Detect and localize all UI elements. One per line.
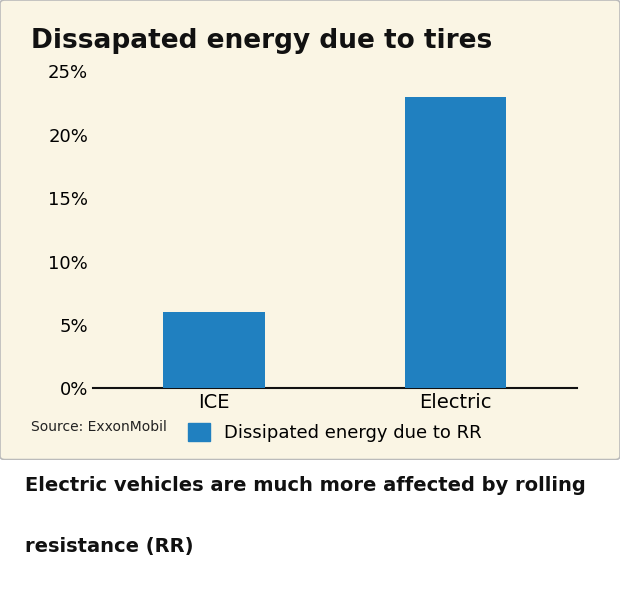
Text: Electric vehicles are much more affected by rolling: Electric vehicles are much more affected… <box>25 476 585 495</box>
Legend: Dissipated energy due to RR: Dissipated energy due to RR <box>180 415 489 449</box>
Bar <box>405 97 507 388</box>
Text: resistance (RR): resistance (RR) <box>25 537 193 556</box>
Text: Dissapated energy due to tires: Dissapated energy due to tires <box>31 27 492 53</box>
Text: Source: ExxonMobil: Source: ExxonMobil <box>31 420 167 434</box>
FancyBboxPatch shape <box>0 0 620 460</box>
Bar <box>163 313 265 388</box>
